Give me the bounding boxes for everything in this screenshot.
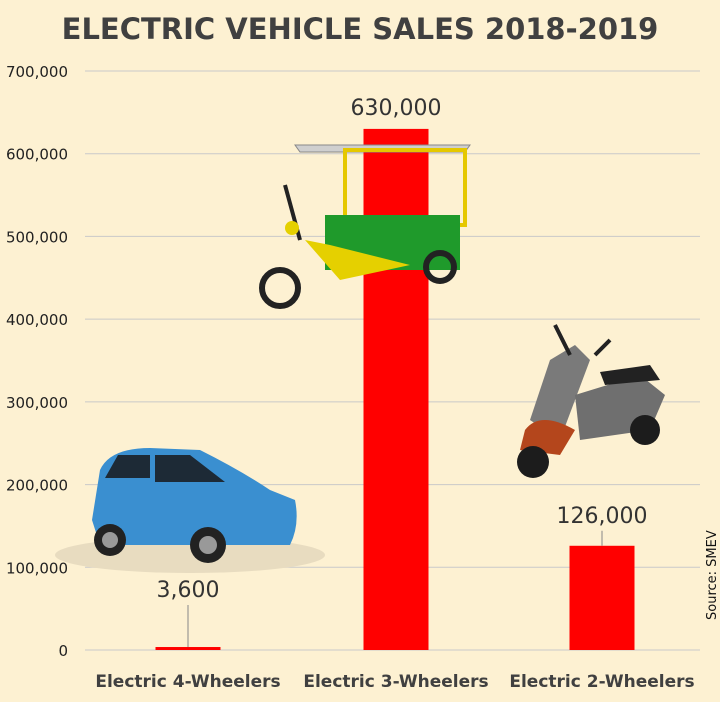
- source-annotation: Source: SMEV: [705, 530, 720, 620]
- x-tick-label: Electric 2-Wheelers: [509, 672, 694, 692]
- y-tick-label: 400,000: [6, 311, 68, 329]
- x-tick-label: Electric 4-Wheelers: [95, 672, 280, 692]
- chart-title: ELECTRIC VEHICLE SALES 2018-2019: [61, 12, 659, 46]
- y-tick-label: 100,000: [6, 559, 68, 577]
- bar: [569, 545, 635, 650]
- y-tick-label: 500,000: [6, 228, 68, 246]
- data-label: 126,000: [557, 504, 648, 529]
- y-tick-label: 600,000: [6, 146, 68, 164]
- y-tick-label: 300,000: [6, 394, 68, 412]
- y-tick-label: 700,000: [6, 63, 68, 81]
- e-rickshaw-image: [259, 144, 471, 309]
- bar: [363, 128, 429, 650]
- scooter-image: [517, 324, 665, 478]
- x-tick-label: Electric 3-Wheelers: [303, 672, 488, 692]
- data-label: 630,000: [351, 96, 442, 121]
- y-tick-label: 200,000: [6, 477, 68, 495]
- y-tick-label: 0: [58, 642, 68, 660]
- car-image: [55, 448, 325, 573]
- data-label: 3,600: [157, 578, 220, 603]
- bar: [155, 647, 221, 650]
